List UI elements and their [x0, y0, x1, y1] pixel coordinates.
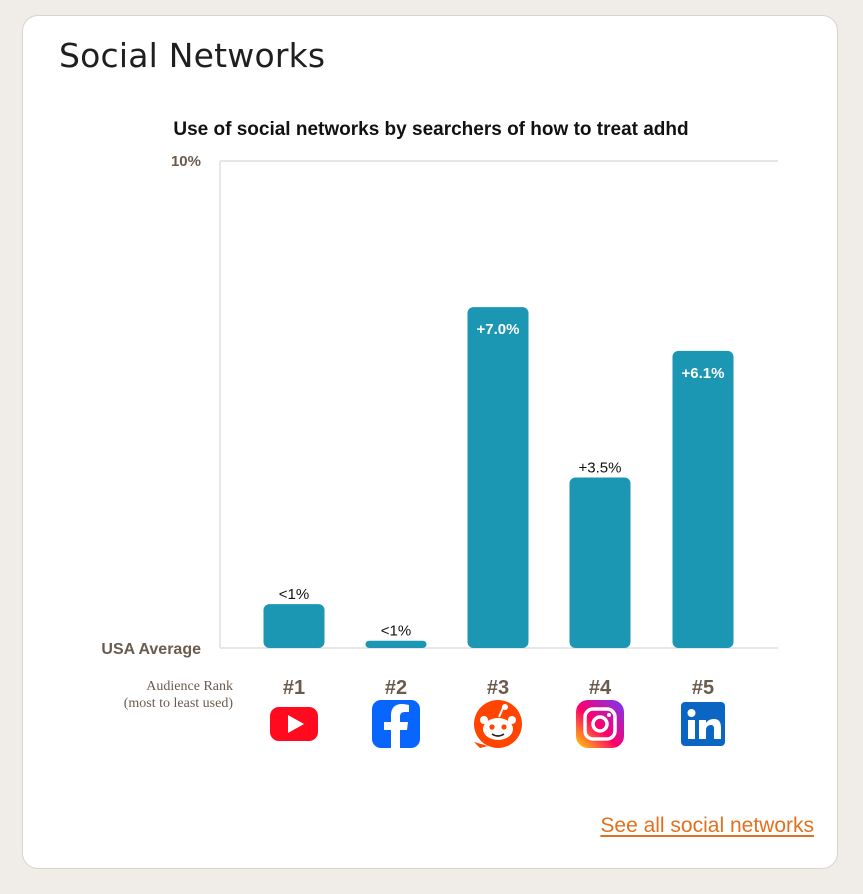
bar-group-1: <1% #1 — [263, 586, 325, 699]
reddit-icon-ear-left — [480, 716, 488, 724]
rank-label: #5 — [692, 677, 714, 699]
reddit-icon-antenna-stem — [498, 707, 504, 718]
reddit-icon-tail — [474, 742, 488, 748]
instagram-icon — [576, 700, 624, 748]
instagram-icon-body — [576, 700, 624, 748]
reddit-icon-eye-left — [489, 724, 495, 730]
bar-group-3: +7.0% #3 — [467, 307, 529, 699]
rank-label: #3 — [487, 677, 509, 699]
reddit-icon-ear-right — [508, 716, 516, 724]
bar — [467, 307, 529, 648]
bar — [263, 604, 325, 648]
reddit-icon — [474, 700, 522, 748]
bar-group-2: <1% #2 — [365, 623, 427, 699]
card-title: Social Networks — [59, 36, 326, 75]
reddit-icon-eye-right — [501, 724, 507, 730]
linkedin-icon — [681, 702, 725, 746]
facebook-icon-f — [384, 704, 409, 748]
instagram-icon-flash — [607, 713, 611, 717]
linkedin-icon-n — [699, 719, 721, 739]
rank-label: #2 — [385, 677, 407, 699]
social-networks-card: Social Networks Use of social networks b… — [22, 15, 838, 869]
x-axis-sublabel: (most to least used) — [124, 696, 234, 711]
bar — [365, 640, 427, 648]
bar-data-label: <1% — [279, 586, 309, 603]
y-axis-top-label: 10% — [171, 153, 201, 170]
youtube-icon-play — [288, 715, 304, 733]
bar-data-label: +3.5% — [579, 460, 622, 477]
bar-data-label: +7.0% — [477, 321, 520, 338]
instagram-icon-lens — [591, 715, 609, 733]
bar-group-5: +6.1% #5 — [672, 350, 734, 699]
bar-group-4: +3.5% #4 — [569, 460, 631, 699]
bar-data-label: +6.1% — [682, 365, 725, 382]
see-all-social-networks-link[interactable]: See all social networks — [600, 814, 814, 837]
bar — [672, 350, 734, 648]
y-axis-baseline-label: USA Average — [101, 641, 201, 658]
bar-data-label: <1% — [381, 623, 411, 640]
chart-title: Use of social networks by searchers of h… — [173, 119, 689, 140]
reddit-icon-head — [483, 718, 513, 740]
x-axis-label: Audience Rank — [146, 679, 233, 694]
rank-label: #4 — [589, 677, 612, 699]
bar-chart: 10% USA Average Audience Rank (most to leas… — [101, 153, 778, 748]
reddit-icon-mouth — [491, 733, 505, 737]
rank-label: #1 — [283, 677, 305, 699]
linkedin-icon-i-stem — [688, 720, 695, 739]
linkedin-icon-i-dot — [687, 709, 696, 717]
youtube-icon — [270, 707, 318, 741]
facebook-icon — [372, 700, 420, 748]
instagram-icon-frame — [583, 707, 617, 741]
bar — [569, 477, 631, 648]
